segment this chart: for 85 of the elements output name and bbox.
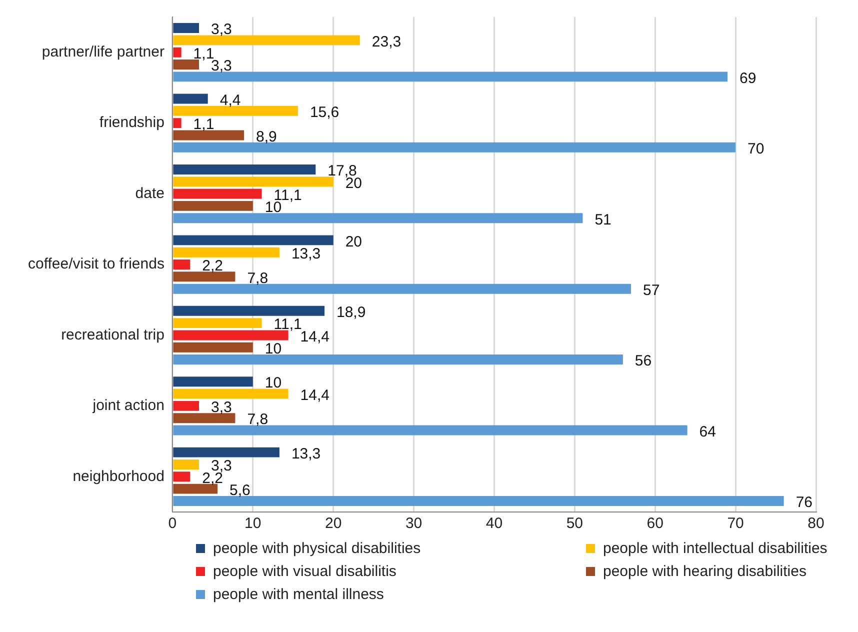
data-label: 1,1 [193, 116, 214, 134]
legend-label: people with physical disabilities [213, 540, 421, 557]
bar [173, 330, 288, 340]
x-tick-label: 30 [405, 515, 422, 532]
bar [173, 272, 236, 282]
legend-label: people with hearing disabilities [603, 563, 806, 580]
data-label: 10 [264, 340, 282, 358]
y-tick-label: friendship [99, 114, 164, 132]
bar [173, 164, 316, 174]
y-tick-label: date [135, 184, 164, 202]
bar [173, 413, 236, 424]
bar [173, 400, 200, 411]
data-label: 70 [748, 140, 764, 158]
y-tick-label: coffee/visit to friends [28, 256, 164, 273]
data-label: 23,3 [372, 33, 402, 50]
bar [173, 260, 190, 270]
bar [173, 35, 360, 46]
bar [173, 106, 298, 116]
x-tick-label: 70 [727, 515, 744, 532]
data-label: 13,3 [291, 245, 321, 262]
data-label: 14,4 [300, 328, 330, 346]
x-tick-label: 0 [168, 515, 177, 532]
bar [173, 376, 253, 387]
data-label: 8,9 [256, 128, 277, 146]
bar [173, 388, 288, 399]
data-label: 10 [264, 199, 282, 216]
y-tick-label: recreational trip [61, 326, 164, 344]
legend-label: people with mental illness [213, 586, 384, 603]
bar [173, 213, 583, 224]
bar [173, 496, 784, 506]
bar [173, 72, 728, 82]
x-tick-label: 50 [566, 515, 584, 532]
data-label: 11,1 [274, 316, 302, 334]
bar [173, 188, 262, 199]
data-label: 3,3 [211, 21, 232, 38]
bar [173, 142, 736, 152]
data-label: 2,2 [202, 258, 224, 275]
legend-label: people with intellectual disabilities [603, 540, 828, 557]
data-label: 5,6 [230, 482, 250, 499]
data-label: 7,8 [247, 270, 268, 287]
bar [173, 23, 200, 34]
x-tick-label: 20 [325, 515, 342, 532]
x-tick-label: 60 [646, 515, 664, 532]
y-tick-label: neighborhood [72, 468, 164, 485]
bar [173, 284, 631, 294]
y-tick-label: partner/life partner [42, 44, 164, 60]
data-label: 69 [740, 70, 756, 87]
data-label: 51 [594, 211, 612, 228]
bar [173, 247, 280, 258]
data-label: 18,9 [336, 304, 366, 322]
data-label: 14,4 [300, 386, 330, 404]
data-label: 64 [699, 423, 716, 440]
data-label: 7,8 [247, 411, 268, 428]
bar [173, 235, 334, 246]
bar [173, 306, 324, 316]
x-tick-label: 10 [244, 515, 262, 532]
bar [173, 447, 280, 458]
bar [173, 354, 623, 365]
data-label: 3,3 [211, 399, 232, 416]
x-tick-label: 80 [808, 515, 824, 532]
data-label: 10 [264, 374, 282, 392]
data-label: 13,3 [291, 445, 321, 462]
legend-label: people with visual disabilitis [213, 563, 396, 580]
bar [173, 425, 688, 436]
bar [173, 342, 253, 352]
bar [173, 484, 218, 494]
data-label: 20 [345, 233, 362, 250]
bar [173, 47, 182, 58]
y-tick-label: joint action [92, 397, 164, 414]
data-label: 4,4 [220, 92, 241, 109]
bar [173, 472, 190, 482]
bar [173, 94, 208, 104]
bar [173, 200, 253, 211]
data-label: 76 [796, 494, 813, 512]
bar [173, 318, 262, 328]
bar [173, 176, 334, 187]
x-tick-label: 40 [486, 515, 503, 532]
bar [173, 130, 244, 140]
data-label: 57 [642, 282, 660, 299]
bar [173, 60, 200, 70]
bar [173, 459, 200, 470]
data-label: 56 [634, 352, 652, 370]
data-label: 15,6 [310, 104, 340, 122]
bar [173, 118, 182, 128]
data-label: 3,3 [211, 58, 232, 75]
